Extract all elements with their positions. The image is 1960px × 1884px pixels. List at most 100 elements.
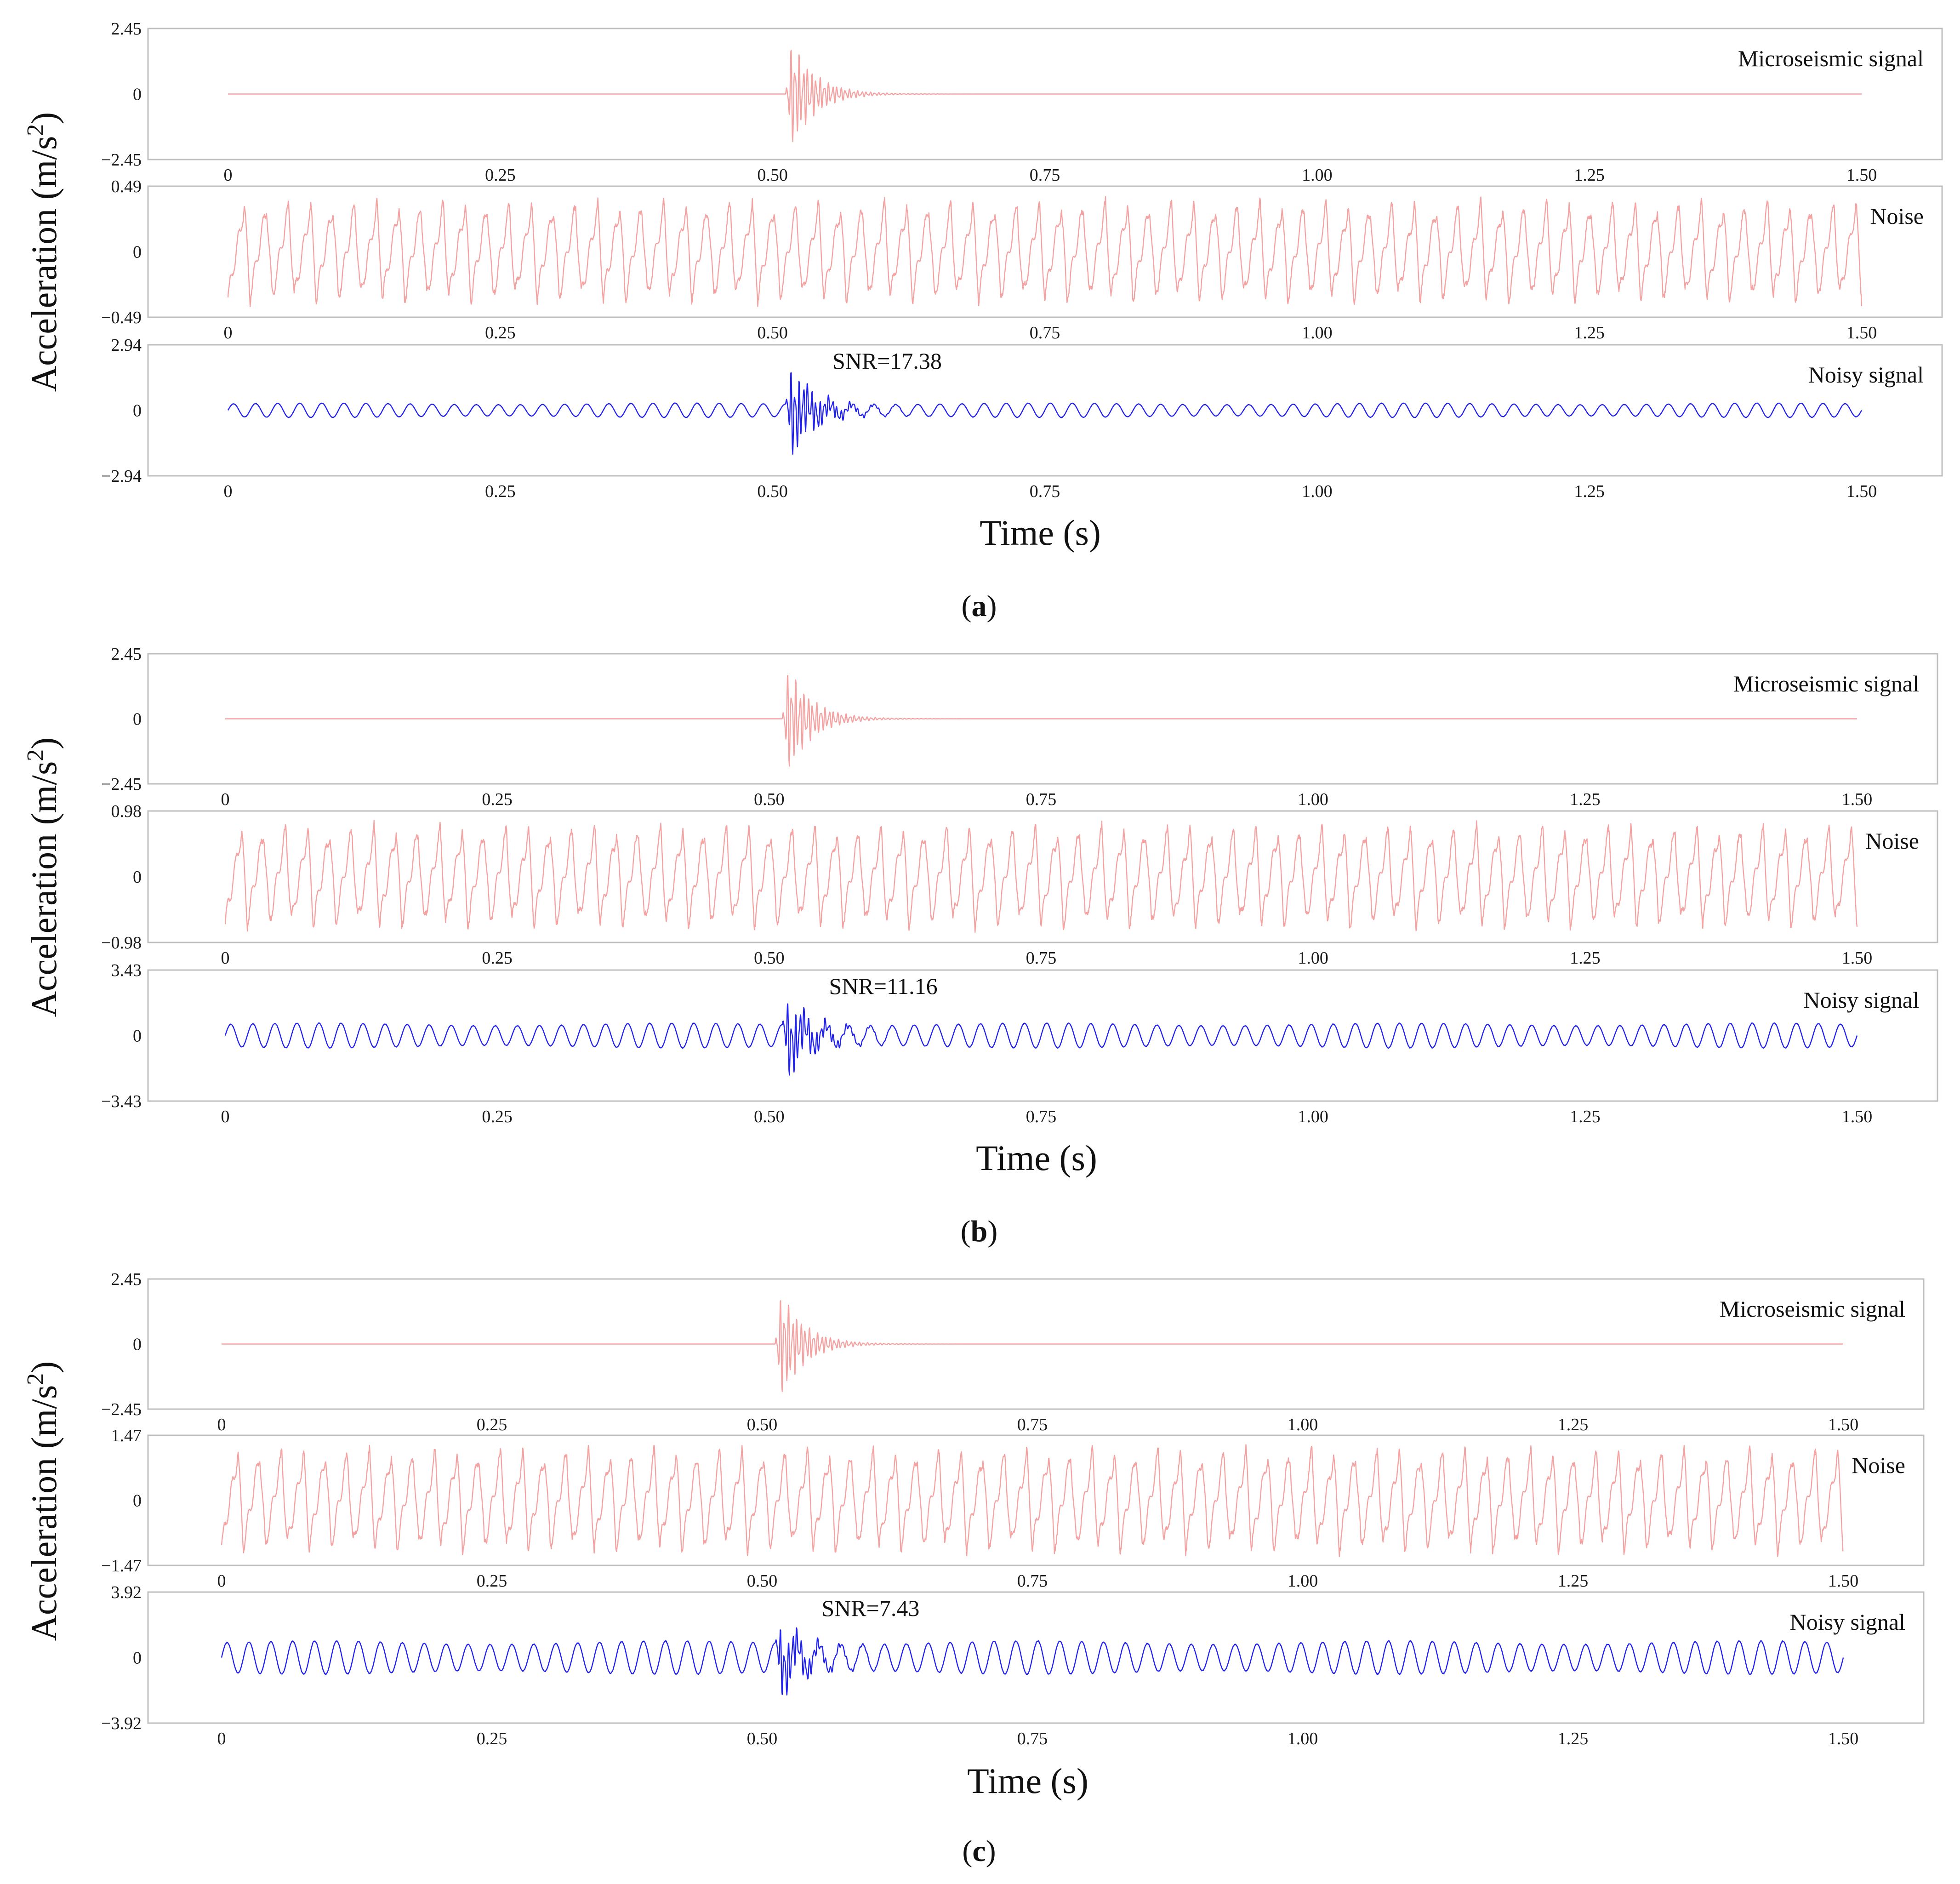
x-tick-label: 0.25	[482, 948, 513, 968]
y-tick-label: −0.98	[101, 933, 142, 953]
panel-a: 2.45 0 −2.45 0 0.25 0.50 0.75 1.00 1.25 1.50 Micro…	[23, 19, 1943, 623]
y-tick-label: 0	[133, 710, 142, 729]
x-tick-label: 0.50	[747, 1571, 778, 1591]
y-tick-label: 0.98	[111, 802, 142, 821]
x-axis-title: Time (s)	[980, 513, 1101, 553]
x-tick-label: 1.00	[1288, 1415, 1318, 1434]
x-tick-label: 1.25	[1574, 482, 1605, 501]
y-tick-label: 2.94	[111, 336, 142, 355]
x-tick-label: 0.25	[485, 166, 516, 185]
y-tick-label: −2.45	[101, 150, 142, 170]
series-line-noisy	[224, 1003, 1858, 1076]
x-tick-label: 1.00	[1288, 1571, 1318, 1591]
subplot-frame	[147, 969, 1938, 1102]
x-tick-label: 0	[221, 790, 230, 809]
x-tick-label: 1.25	[1570, 948, 1601, 968]
subplot-noise: 1.47 0 −1.47 0 0.25 0.50 0.75 1.00 1.25 1.50 Noise	[101, 1426, 1925, 1591]
y-tick-label: 0	[133, 1335, 142, 1354]
y-tick-label: 0	[133, 243, 142, 262]
series-line-microseismic	[225, 675, 1857, 767]
x-tick-label: 0.25	[477, 1415, 507, 1434]
y-tick-label: 0	[133, 85, 142, 104]
series-label: Noisy signal	[1790, 1609, 1905, 1635]
snr-annotation: SNR=17.38	[832, 348, 942, 374]
subplot-frame	[147, 810, 1938, 943]
subplot-noise: 0.98 0 −0.98 0 0.25 0.50 0.75 1.00 1.25 1.50 Noise	[101, 802, 1938, 968]
y-tick-label: 3.43	[111, 961, 142, 980]
x-tick-label: 1.25	[1574, 166, 1605, 185]
series-line-noise	[227, 196, 1863, 308]
y-tick-label: 2.45	[111, 1270, 142, 1289]
series-line-noise	[224, 820, 1858, 933]
series-line-microseismic	[228, 50, 1862, 143]
x-tick-label: 1.00	[1302, 482, 1333, 501]
x-tick-label: 1.50	[1846, 323, 1877, 343]
series-line-noisy	[227, 372, 1863, 455]
x-tick-label: 0	[221, 1107, 230, 1126]
panel-caption: (c)	[962, 1834, 996, 1868]
series-label: Microseismic signal	[1720, 1296, 1905, 1322]
x-tick-label: 0.50	[747, 1415, 778, 1434]
y-tick-label: 1.47	[111, 1426, 142, 1445]
subplot-frame	[147, 653, 1938, 785]
x-tick-label: 0.25	[482, 1107, 513, 1126]
snr-annotation: SNR=7.43	[821, 1595, 919, 1621]
panel-caption: (b)	[961, 1215, 998, 1248]
x-tick-label: 0.75	[1026, 790, 1057, 809]
subplot-frame	[147, 185, 1943, 318]
subplot-frame	[147, 344, 1943, 477]
x-tick-label: 1.00	[1302, 166, 1333, 185]
x-tick-label: 1.50	[1828, 1571, 1859, 1591]
series-label: Noisy signal	[1808, 362, 1924, 388]
x-tick-label: 0.25	[482, 790, 513, 809]
subplot-microseismic: 2.45 0 −2.45 0 0.25 0.50 0.75 1.00 1.25 1.50 Micro…	[101, 1270, 1925, 1434]
x-tick-label: 0.50	[757, 323, 788, 343]
x-tick-label: 0.50	[754, 790, 785, 809]
subplot-frame	[147, 1591, 1925, 1724]
x-tick-label: 1.25	[1558, 1415, 1589, 1434]
y-tick-label: 0	[133, 401, 142, 421]
x-tick-label: 1.25	[1570, 1107, 1601, 1126]
x-tick-label: 0.25	[477, 1571, 507, 1591]
y-tick-label: 0.49	[111, 177, 142, 196]
series-line-noise	[221, 1444, 1844, 1557]
series-label: Noisy signal	[1804, 987, 1919, 1013]
x-tick-label: 0	[224, 166, 233, 185]
y-tick-label: 3.92	[111, 1583, 142, 1602]
x-tick-label: 0.25	[485, 323, 516, 343]
series-label: Noise	[1870, 203, 1924, 229]
x-tick-label: 0.50	[754, 1107, 785, 1126]
panel-caption: (a)	[962, 589, 997, 623]
subplot-microseismic: 2.45 0 −2.45 0 0.25 0.50 0.75 1.00 1.25 1.50 Micro…	[101, 19, 1943, 185]
y-tick-label: −1.47	[101, 1556, 142, 1576]
x-tick-label: 0.75	[1017, 1415, 1048, 1434]
y-tick-label: 2.45	[111, 645, 142, 664]
x-tick-label: 0.75	[1017, 1571, 1048, 1591]
x-axis-title: Time (s)	[976, 1138, 1097, 1178]
x-tick-label: 0.75	[1030, 323, 1060, 343]
y-tick-label: −0.49	[101, 308, 142, 327]
series-label: Noise	[1865, 828, 1919, 854]
subplot-noisy: 3.92 0 −3.92 0 0.25 0.50 0.75 1.00 1.25 1.50 Noisy…	[101, 1583, 1925, 1748]
x-tick-label: 1.50	[1842, 790, 1873, 809]
series-label: Microseismic signal	[1738, 46, 1924, 71]
x-tick-label: 1.50	[1828, 1729, 1859, 1748]
subplot-noise: 0.49 0 −0.49 0 0.25 0.50 0.75 1.00 1.25 1.50 Noise	[101, 177, 1943, 343]
x-tick-label: 1.25	[1574, 323, 1605, 343]
x-tick-label: 0	[224, 323, 233, 343]
x-tick-label: 1.50	[1842, 1107, 1873, 1126]
subplot-noisy: 3.43 0 −3.43 0 0.25 0.50 0.75 1.00 1.25 1.50 Noisy…	[101, 961, 1938, 1126]
y-tick-label: 0	[133, 1491, 142, 1511]
x-tick-label: 0.25	[477, 1729, 507, 1748]
x-tick-label: 0	[221, 948, 230, 968]
x-tick-label: 0.50	[747, 1729, 778, 1748]
subplot-frame	[147, 1278, 1925, 1410]
series-line-microseismic	[221, 1300, 1844, 1392]
y-tick-label: −3.92	[101, 1714, 142, 1733]
x-axis-title: Time (s)	[967, 1761, 1088, 1801]
y-axis-title: Acceleration (m/s2)	[23, 737, 64, 1017]
y-tick-label: −2.94	[101, 467, 142, 486]
x-tick-label: 1.25	[1570, 790, 1601, 809]
y-tick-label: 2.45	[111, 19, 142, 39]
